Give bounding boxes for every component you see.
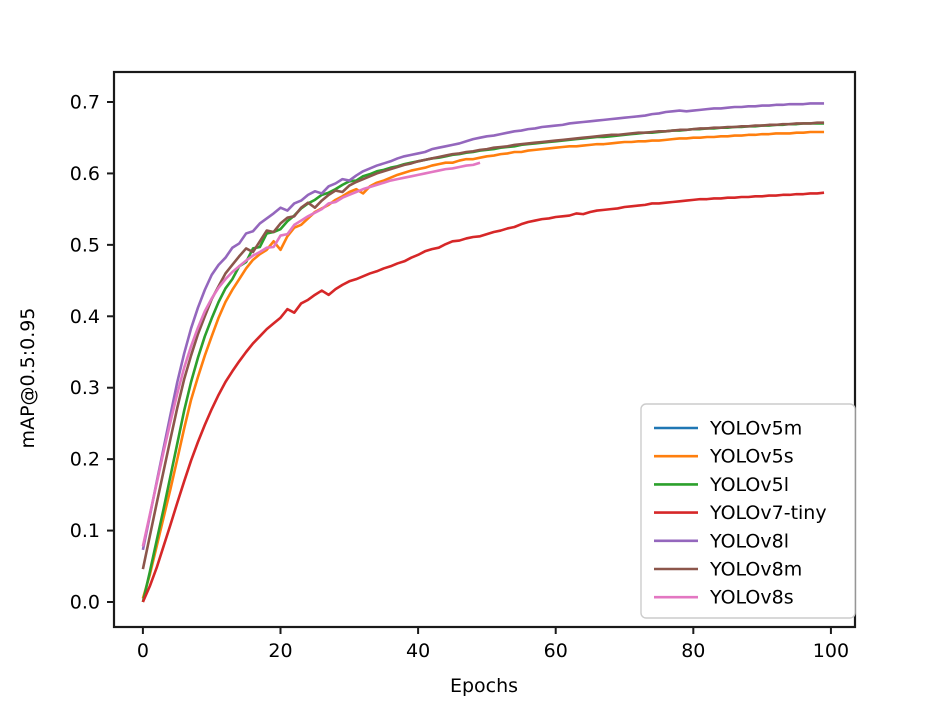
x-tick-label: 0 [137, 640, 149, 662]
y-tick-label: 0.2 [70, 449, 100, 471]
series-layer [141, 102, 825, 603]
series-line-yolov8m [141, 121, 825, 570]
x-axis-title: Epochs [450, 675, 518, 697]
series-line-yolov8l [141, 102, 825, 551]
x-tick-label: 80 [681, 640, 705, 662]
y-tick-label: 0.3 [70, 377, 100, 399]
legend-label-yolov8l: YOLOv8l [709, 530, 789, 552]
x-axis-ticks: 0 20 40 60 80 100 [137, 627, 849, 662]
legend-label-yolov8m: YOLOv8m [709, 559, 802, 581]
x-tick-label: 100 [813, 640, 849, 662]
y-tick-label: 0.4 [70, 306, 100, 328]
y-tick-label: 0.5 [70, 234, 100, 256]
series-line-yolov7-tiny [141, 191, 825, 603]
legend-label-yolov5s: YOLOv5s [709, 446, 794, 468]
series-line-yolov8s [141, 161, 481, 547]
y-tick-label: 0.6 [70, 163, 100, 185]
legend-label-yolov8s: YOLOv8s [709, 587, 794, 609]
axes-frame [112, 70, 857, 629]
x-tick-label: 20 [268, 640, 292, 662]
y-axis-ticks: 0.0 0.1 0.2 0.3 0.4 0.5 0.6 0.7 [70, 92, 114, 614]
legend-label-yolov5m: YOLOv5m [709, 418, 802, 440]
legend: YOLOv5m YOLOv5s YOLOv5l YOLOv7-tiny YOLOv8l Y… [640, 403, 856, 619]
legend-label-yolov7-tiny: YOLOv7-tiny [709, 502, 827, 524]
series-line-yolov5s [141, 130, 825, 599]
x-tick-label: 40 [406, 640, 430, 662]
legend-items: YOLOv5m YOLOv5s YOLOv5l YOLOv7-tiny YOLOv8l Y… [654, 418, 827, 609]
y-tick-label: 0.1 [70, 520, 100, 542]
y-tick-label: 0.0 [70, 592, 100, 614]
y-axis-title: mAP@0.5:0.95 [17, 308, 39, 449]
x-tick-label: 60 [544, 640, 568, 662]
legend-label-yolov5l: YOLOv5l [709, 474, 789, 496]
y-tick-label: 0.7 [70, 92, 100, 114]
